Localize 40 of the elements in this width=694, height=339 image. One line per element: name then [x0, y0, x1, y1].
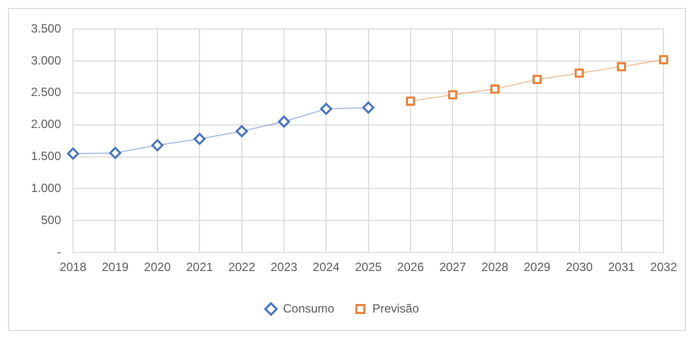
x-tick-label: 2030	[566, 260, 593, 274]
y-tick-label: -	[57, 244, 62, 259]
x-tick-label: 2022	[228, 260, 256, 274]
x-tick-label: 2029	[524, 260, 551, 274]
x-tick-label: 2032	[650, 260, 678, 274]
x-tick-label: 2019	[102, 260, 129, 274]
y-tick-label: 3.500	[31, 21, 62, 36]
point	[278, 116, 290, 128]
point	[236, 125, 248, 138]
point	[194, 132, 206, 145]
x-tick-label: 2027	[439, 260, 466, 274]
point	[109, 146, 122, 159]
point	[616, 62, 626, 72]
legend-label: Consumo	[282, 301, 335, 316]
x-tick-label: 2021	[186, 260, 214, 274]
point	[532, 74, 542, 84]
x-tick-label: 2025	[354, 260, 382, 274]
x-tick-label: 2023	[270, 260, 298, 274]
point	[659, 55, 668, 64]
y-tick-label: 1.500	[31, 149, 62, 164]
x-tick-label: 2028	[482, 260, 509, 274]
y-tick-label: 500	[41, 212, 62, 227]
legend-label: Previsão	[372, 301, 420, 316]
point	[320, 102, 332, 115]
x-tick-label: 2031	[608, 260, 636, 274]
x-tick-label: 2024	[312, 260, 340, 274]
y-tick-label: 1.000	[31, 181, 62, 196]
x-tick-label: 2026	[397, 260, 424, 274]
point	[490, 84, 500, 94]
y-tick-label: 3.000	[31, 53, 62, 68]
y-tick-label: 2.000	[31, 117, 62, 132]
point	[406, 96, 416, 106]
x-tick-label: 2020	[144, 260, 172, 274]
point	[448, 90, 458, 100]
point	[151, 139, 164, 152]
point	[574, 68, 584, 78]
point	[362, 102, 374, 114]
y-tick-label: 2.500	[31, 85, 62, 100]
point	[67, 148, 80, 160]
x-tick-label: 2018	[60, 260, 87, 274]
